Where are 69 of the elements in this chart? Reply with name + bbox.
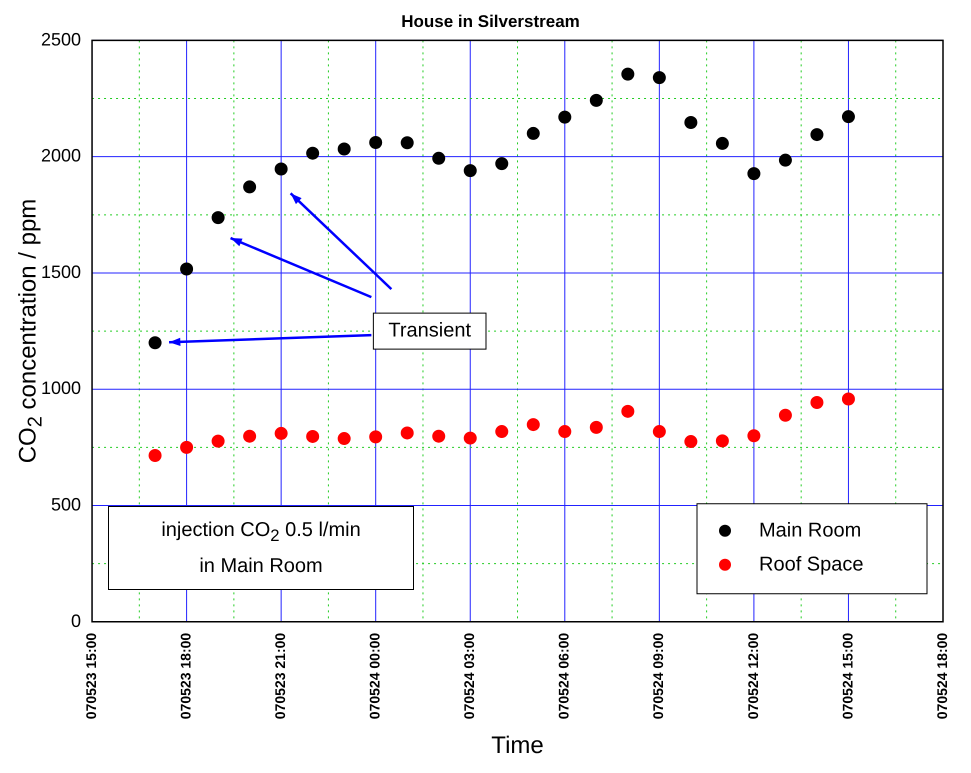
point bbox=[148, 336, 162, 350]
point bbox=[338, 432, 351, 446]
point bbox=[369, 136, 382, 149]
point bbox=[243, 430, 256, 443]
x-tick-label: 070524 09:00 bbox=[650, 632, 666, 720]
annotation: Transient bbox=[388, 320, 472, 342]
point bbox=[464, 164, 477, 178]
point bbox=[180, 440, 194, 454]
legend-label: Main Room bbox=[759, 519, 862, 542]
point bbox=[842, 110, 855, 124]
point bbox=[526, 126, 540, 140]
x-tick-label: 070524 18:00 bbox=[934, 632, 950, 720]
point bbox=[495, 157, 508, 170]
point bbox=[338, 142, 351, 156]
point bbox=[716, 136, 729, 150]
point bbox=[652, 71, 666, 84]
point bbox=[652, 425, 666, 438]
point bbox=[590, 420, 603, 434]
point bbox=[400, 426, 414, 440]
point bbox=[432, 430, 446, 443]
point bbox=[684, 435, 698, 448]
x-axis-title: Time bbox=[491, 732, 544, 760]
y-tick-label: 2500 bbox=[40, 29, 82, 50]
annotation: injection CO$_{2}$ 0.5 l/min in Main Room bbox=[161, 518, 361, 579]
point bbox=[621, 68, 634, 81]
point bbox=[274, 426, 288, 440]
point bbox=[464, 432, 477, 445]
y-tick-label: 500 bbox=[50, 494, 82, 514]
x-tick-label: 070524 03:00 bbox=[461, 632, 478, 720]
point bbox=[212, 434, 225, 448]
point bbox=[842, 392, 855, 406]
x-tick-label: 070523 18:00 bbox=[177, 632, 194, 720]
point bbox=[716, 434, 729, 448]
chart-title: House in Silverstream bbox=[401, 12, 580, 31]
point bbox=[747, 167, 760, 180]
x-tick-label: 070524 00:00 bbox=[366, 632, 383, 720]
point bbox=[369, 430, 382, 444]
point bbox=[306, 146, 320, 160]
y-tick-label: 1000 bbox=[40, 378, 82, 398]
point bbox=[400, 136, 414, 150]
y-tick-label: 0 bbox=[71, 610, 82, 631]
point bbox=[558, 110, 572, 124]
y-tick-label: 1500 bbox=[40, 262, 82, 282]
point bbox=[243, 180, 256, 194]
point bbox=[590, 94, 603, 107]
point bbox=[148, 449, 162, 462]
point bbox=[526, 418, 540, 432]
legend-label: Roof Space bbox=[759, 553, 864, 576]
note-box: injection CO$_{2}$ 0.5 l/min in Main Room bbox=[108, 506, 414, 590]
point bbox=[778, 408, 792, 422]
point bbox=[274, 162, 288, 176]
point bbox=[432, 152, 446, 165]
x-tick-label: 070523 21:00 bbox=[272, 632, 288, 720]
point bbox=[212, 211, 225, 224]
point bbox=[747, 429, 760, 442]
point bbox=[810, 128, 824, 142]
point bbox=[621, 404, 634, 418]
point bbox=[558, 425, 572, 438]
x-tick-label: 070524 12:00 bbox=[744, 632, 761, 720]
point bbox=[810, 396, 824, 409]
point bbox=[495, 425, 508, 438]
point bbox=[684, 116, 698, 129]
y-tick-label: 2000 bbox=[40, 146, 82, 166]
point bbox=[180, 262, 194, 276]
x-tick-label: 070523 15:00 bbox=[82, 632, 99, 720]
point bbox=[778, 154, 792, 167]
x-tick-label: 070524 06:00 bbox=[556, 632, 572, 720]
x-tick-label: 070524 15:00 bbox=[839, 632, 856, 720]
point bbox=[306, 430, 320, 443]
